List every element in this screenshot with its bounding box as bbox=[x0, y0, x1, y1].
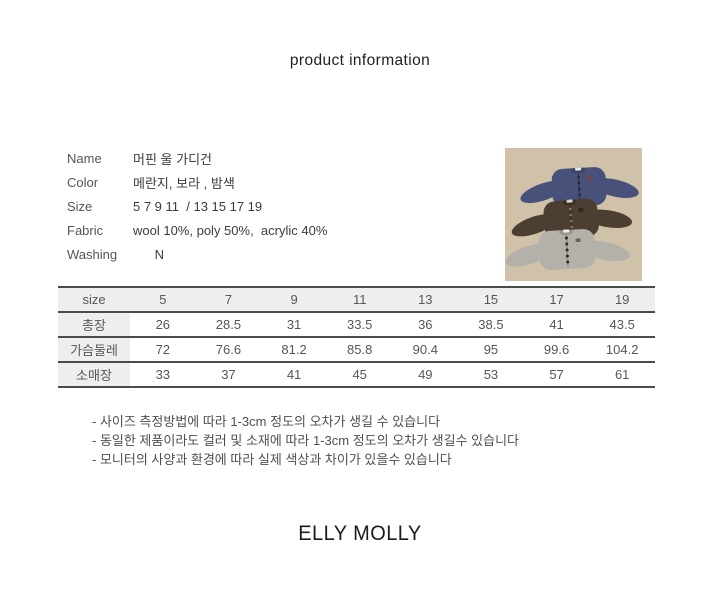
size-column-header: 11 bbox=[326, 287, 393, 312]
measurement-cell: 36 bbox=[418, 317, 433, 332]
size-table-body: 총장 26 28.5 31 33.5 36 38.5 41 43.5 가슴둘레 72 76.6 81.2… bbox=[58, 312, 655, 387]
page-title: product information bbox=[289, 52, 431, 69]
cardigan-navy bbox=[520, 166, 639, 207]
measurement-cell: 37 bbox=[221, 367, 236, 382]
attribute-label: Color bbox=[67, 174, 99, 190]
measurement-row-label: 가슴둘레 bbox=[58, 337, 130, 362]
product-notes: - 사이즈 측정방법에 따라 1-3cm 정도의 오차가 생길 수 있습니다 - … bbox=[92, 412, 519, 469]
measurement-cell: 43.5 bbox=[609, 317, 635, 332]
measurement-cell: 33 bbox=[155, 367, 171, 382]
product-photo bbox=[505, 148, 642, 281]
measurement-cell: 38.5 bbox=[478, 317, 504, 332]
size-column-header: 13 bbox=[392, 287, 459, 312]
attribute-value: 5 7 9 11 / 13 15 17 19 bbox=[133, 198, 263, 214]
measurement-cell: 28.5 bbox=[215, 317, 242, 332]
measurement-cell: 99.6 bbox=[543, 342, 570, 357]
size-table-row: 총장 26 28.5 31 33.5 36 38.5 41 43.5 bbox=[58, 312, 655, 337]
chest-patch bbox=[586, 176, 592, 181]
product-attributes: Name 머핀 울 가디건 Color 메란지, 보라 , 밤색 Size 5 7 9 1… bbox=[67, 146, 487, 266]
attribute-row: Washing N bbox=[67, 242, 487, 266]
chest-patch bbox=[575, 238, 581, 242]
size-column-header: 5 bbox=[130, 287, 196, 312]
measurement-cell: 26 bbox=[155, 317, 171, 332]
size-table-header-row: size 5 7 9 11 13 15 17 19 bbox=[58, 287, 655, 312]
attribute-row: Size 5 7 9 11 / 13 15 17 19 bbox=[67, 194, 487, 218]
size-column-header: 7 bbox=[195, 287, 262, 312]
measurement-cell: 81.2 bbox=[281, 342, 307, 357]
measurement-row-label: 총장 bbox=[58, 312, 130, 337]
measurement-cell: 76.6 bbox=[215, 342, 242, 357]
measurement-cell: 90.4 bbox=[412, 342, 438, 357]
collar-label bbox=[575, 167, 582, 171]
size-column-header: 9 bbox=[261, 287, 327, 312]
size-table: size 5 7 9 11 13 15 17 19 총장 26 28.5 31 33.5 36 38.5 41… bbox=[58, 286, 655, 388]
attribute-label: Washing bbox=[67, 246, 118, 262]
measurement-cell: 31 bbox=[286, 317, 302, 332]
size-table-row: 소매장 33 37 41 45 49 53 57 61 bbox=[58, 362, 655, 387]
brand-logo: ELLY MOLLY bbox=[0, 522, 720, 546]
measurement-cell: 95 bbox=[483, 342, 499, 357]
size-column-header: 17 bbox=[523, 287, 590, 312]
note-line: - 사이즈 측정방법에 따라 1-3cm 정도의 오차가 생길 수 있습니다 bbox=[92, 414, 441, 429]
attribute-row: Name 머핀 울 가디건 bbox=[67, 146, 487, 170]
note-line: - 동일한 제품이라도 컬러 및 소재에 따라 1-3cm 정도의 오차가 생길… bbox=[92, 433, 520, 448]
measurement-cell: 61 bbox=[614, 367, 630, 382]
measurement-cell: 41 bbox=[286, 367, 302, 382]
size-table-row: 가슴둘레 72 76.6 81.2 85.8 90.4 95 99.6 104.2 bbox=[58, 337, 655, 362]
measurement-cell: 85.8 bbox=[347, 342, 373, 357]
measurement-row-label: 소매장 bbox=[58, 362, 130, 387]
measurement-cell: 45 bbox=[352, 367, 367, 382]
attribute-label: Name bbox=[67, 150, 102, 166]
measurement-cell: 72 bbox=[155, 342, 171, 357]
measurement-cell: 104.2 bbox=[605, 342, 639, 357]
attribute-label: Fabric bbox=[67, 222, 104, 238]
measurement-cell: 57 bbox=[549, 367, 564, 382]
chest-patch bbox=[578, 207, 584, 212]
attribute-value: wool 10%, poly 50%, acrylic 40% bbox=[133, 222, 328, 238]
size-table-corner-header: size bbox=[58, 287, 130, 312]
measurement-cell: 53 bbox=[483, 367, 499, 382]
attribute-row: Fabric wool 10%, poly 50%, acrylic 40% bbox=[67, 218, 487, 242]
measurement-cell: 41 bbox=[549, 317, 564, 332]
collar-label bbox=[566, 199, 573, 203]
measurement-cell: 49 bbox=[418, 367, 433, 382]
attribute-value: 메란지, 보라 , 밤색 bbox=[133, 175, 235, 191]
cardigans-photo bbox=[505, 148, 642, 281]
collar-label bbox=[563, 229, 570, 233]
attribute-value: N bbox=[133, 246, 165, 262]
attribute-value: 머핀 울 가디건 bbox=[133, 151, 212, 167]
measurement-cell: 33.5 bbox=[347, 317, 373, 332]
size-column-header: 19 bbox=[589, 287, 655, 312]
brand-logo-text: ELLY MOLLY bbox=[298, 522, 422, 545]
size-column-header: 15 bbox=[458, 287, 524, 312]
attribute-row: Color 메란지, 보라 , 밤색 bbox=[67, 170, 487, 194]
note-line: - 모니터의 사양과 환경에 따라 실제 색상과 차이가 있을수 있습니다 bbox=[92, 452, 452, 467]
attribute-label: Size bbox=[67, 198, 93, 214]
cardigan-brown bbox=[511, 198, 633, 240]
cardigan-gray bbox=[505, 228, 630, 270]
